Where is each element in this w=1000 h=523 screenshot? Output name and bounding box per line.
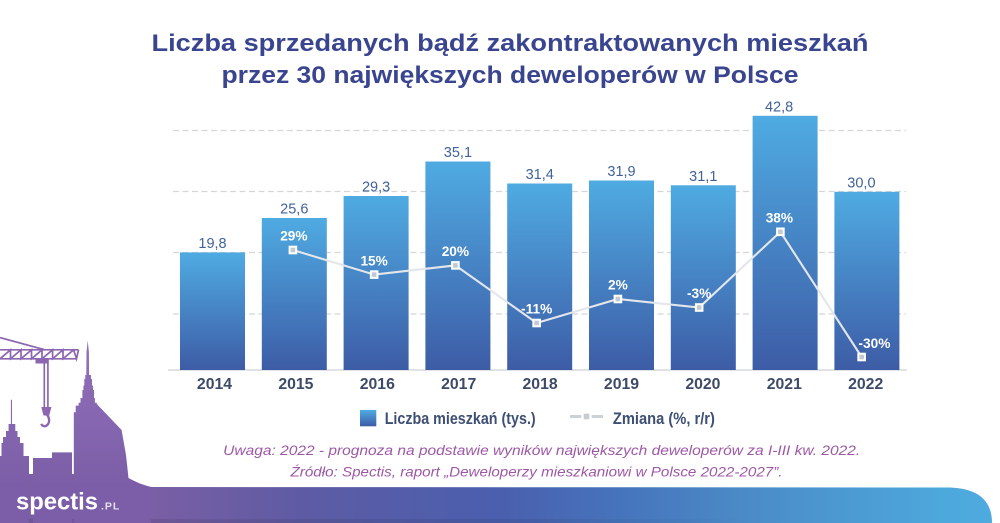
svg-text:35,1: 35,1 (444, 145, 472, 161)
svg-text:25,6: 25,6 (280, 202, 308, 218)
svg-text:2%: 2% (608, 278, 628, 293)
svg-text:2018: 2018 (523, 376, 558, 393)
svg-text:-3%: -3% (687, 286, 711, 301)
svg-text:2022: 2022 (848, 376, 883, 393)
svg-text:-11%: -11% (521, 302, 552, 317)
svg-text:30,0: 30,0 (847, 176, 875, 192)
svg-text:Źródło: Spectis, raport „Dewel: Źródło: Spectis, raport „Deweloperzy mie… (289, 465, 782, 480)
svg-text:spectis: spectis (16, 489, 98, 516)
svg-text:38%: 38% (766, 211, 793, 226)
svg-text:31,9: 31,9 (607, 164, 635, 180)
svg-text:2019: 2019 (604, 376, 639, 393)
svg-text:2017: 2017 (441, 376, 476, 393)
svg-text:2016: 2016 (360, 376, 395, 393)
svg-text:19,8: 19,8 (198, 236, 226, 252)
svg-text:42,8: 42,8 (765, 100, 793, 116)
svg-text:20%: 20% (442, 244, 469, 259)
svg-text:15%: 15% (360, 253, 387, 268)
svg-text:2014: 2014 (197, 376, 232, 393)
svg-text:Zmiana (%, r/r): Zmiana (%, r/r) (613, 410, 715, 428)
svg-text:.PL: .PL (101, 501, 120, 513)
svg-text:przez 30 największych dewelope: przez 30 największych deweloperów w Pols… (222, 62, 799, 89)
svg-text:2021: 2021 (767, 376, 802, 393)
svg-text:29%: 29% (280, 229, 307, 244)
svg-text:2020: 2020 (685, 376, 720, 393)
svg-text:-30%: -30% (858, 336, 890, 351)
svg-text:2015: 2015 (278, 376, 313, 393)
svg-text:Liczba sprzedanych bądź zakont: Liczba sprzedanych bądź zakontraktowanyc… (152, 30, 869, 57)
svg-text:Liczba mieszkań (tys.): Liczba mieszkań (tys.) (385, 410, 536, 428)
svg-text:29,3: 29,3 (362, 180, 390, 196)
svg-text:31,4: 31,4 (526, 167, 554, 183)
svg-text:31,1: 31,1 (689, 169, 717, 185)
svg-text:Uwaga: 2022 - prognoza na pods: Uwaga: 2022 - prognoza na podstawie wyni… (223, 443, 860, 458)
